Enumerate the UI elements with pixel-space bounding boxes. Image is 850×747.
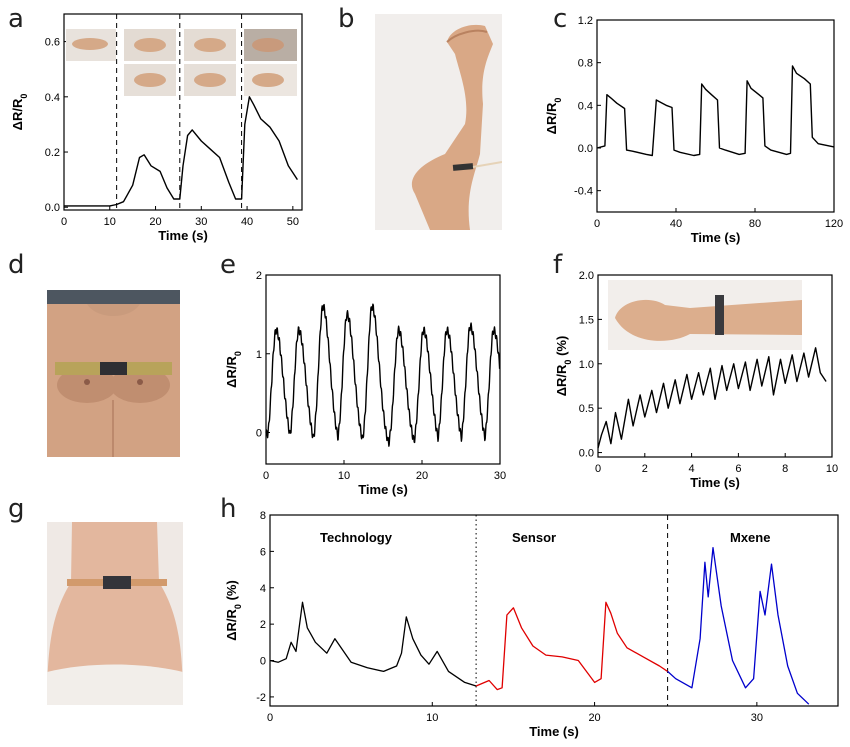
y-tick-label-h: 2 (260, 619, 266, 631)
x-tick-label-a: 0 (61, 216, 67, 228)
y-tick-label-h: 8 (260, 510, 266, 522)
x-tick-label-a: 10 (104, 216, 116, 228)
y-axis-label-h: ΔR/R0 (%) (224, 580, 243, 641)
x-axis-label-e: Time (s) (358, 482, 408, 497)
series-line-sensor (475, 601, 668, 691)
x-tick-label-h: 30 (751, 712, 763, 724)
panel-label-d: d (8, 250, 25, 280)
chart-e: 0 10 20 30 0 1 2 Time (s) ΔR/R0 (224, 270, 506, 497)
x-tick-label-h: 10 (426, 712, 438, 724)
y-tick-label-h: -2 (256, 692, 266, 704)
panel-label-f: f (553, 250, 563, 280)
x-tick-label-c: 40 (670, 218, 682, 230)
y-tick-label-h: 4 (260, 583, 266, 595)
photo-chest (47, 290, 180, 457)
y-tick-label-f: 0.5 (579, 403, 594, 415)
x-tick-label-a: 40 (241, 216, 253, 228)
panel-label-g: g (8, 494, 25, 524)
plot-frame-c (596, 19, 835, 213)
panel-label-h: h (220, 494, 237, 524)
series-line-e (265, 303, 501, 447)
x-tick-label-f: 8 (782, 463, 788, 475)
y-tick-label-c: 0.0 (578, 143, 593, 155)
series-line-technology (269, 601, 477, 687)
x-tick-label-a: 20 (149, 216, 161, 228)
x-tick-label-c: 120 (825, 218, 843, 230)
photo-arm-flex (375, 14, 502, 230)
chart-a: 0 10 20 30 40 50 0.0 0.2 0.4 0.6 Time (s) ΔR/R0 (10, 13, 303, 243)
inset-finger-photos (66, 29, 297, 96)
y-tick-label-e: 1 (256, 349, 262, 361)
y-tick-label-e: 0 (256, 428, 262, 440)
x-tick-label-e: 20 (416, 470, 428, 482)
y-axis-label-a: ΔR/R0 (10, 94, 29, 131)
panel-label-b: b (338, 4, 355, 34)
plot-frame-a (63, 13, 303, 211)
y-tick-label-a: 0.2 (45, 147, 60, 159)
x-tick-label-a: 30 (195, 216, 207, 228)
segment-label-mxene: Mxene (730, 530, 770, 545)
segment-label-sensor: Sensor (512, 530, 556, 545)
x-tick-label-f: 10 (826, 463, 838, 475)
x-tick-label-h: 0 (267, 712, 273, 724)
x-tick-label-c: 80 (749, 218, 761, 230)
y-axis-label-f: ΔR/R0 (%) (554, 336, 573, 397)
x-axis-label-f: Time (s) (690, 475, 740, 490)
panel-label-c: c (553, 4, 568, 34)
x-tick-label-f: 0 (595, 463, 601, 475)
y-tick-label-f: 0.0 (579, 448, 594, 460)
panel-label-e: e (220, 250, 236, 280)
chart-f: 0 2 4 6 8 10 0.0 0.5 1.0 1.5 2.0 Time (s) ΔR/R0 (%) (554, 270, 838, 490)
y-tick-label-h: 6 (260, 546, 266, 558)
y-tick-label-c: 0.4 (578, 100, 593, 112)
photo-neck (47, 522, 183, 705)
y-tick-label-a: 0.6 (45, 37, 60, 49)
y-tick-label-f: 1.0 (579, 359, 594, 371)
segment-label-technology: Technology (320, 530, 393, 545)
y-tick-label-c: 1.2 (578, 15, 593, 27)
series-line-c (596, 65, 835, 157)
y-tick-label-c: -0.4 (574, 186, 593, 198)
series-line-a (64, 96, 298, 207)
x-tick-label-h: 20 (588, 712, 600, 724)
x-tick-label-e: 10 (338, 470, 350, 482)
plot-frame-e (265, 274, 501, 465)
x-axis-label-h: Time (s) (529, 724, 579, 739)
x-axis-label-c: Time (s) (691, 230, 741, 245)
y-tick-label-a: 0.4 (45, 92, 60, 104)
series-line-mxene (667, 547, 810, 705)
x-tick-label-e: 30 (494, 470, 506, 482)
y-tick-label-f: 1.5 (579, 314, 594, 326)
x-tick-label-f: 2 (642, 463, 648, 475)
y-tick-label-f: 2.0 (579, 270, 594, 282)
y-tick-label-h: 0 (260, 656, 266, 668)
y-tick-label-a: 0.0 (45, 202, 60, 214)
y-axis-label-c: ΔR/R0 (544, 98, 563, 135)
y-tick-label-c: 0.8 (578, 58, 593, 70)
x-tick-label-f: 6 (735, 463, 741, 475)
panel-label-a: a (8, 4, 24, 34)
x-axis-label-a: Time (s) (158, 228, 208, 243)
y-axis-label-e: ΔR/R0 (224, 351, 243, 388)
x-tick-label-e: 0 (263, 470, 269, 482)
y-tick-label-e: 2 (256, 270, 262, 282)
plot-frame-h (269, 514, 839, 707)
x-tick-label-a: 50 (287, 216, 299, 228)
chart-c: 0 40 80 120 -0.4 0.0 0.4 0.8 1.2 Time (s) ΔR/R0 (544, 15, 843, 245)
plot-frame-f (597, 274, 833, 458)
x-tick-label-f: 4 (689, 463, 695, 475)
inset-fist-photo (608, 280, 802, 350)
series-line-f (597, 347, 827, 449)
x-tick-label-c: 0 (594, 218, 600, 230)
